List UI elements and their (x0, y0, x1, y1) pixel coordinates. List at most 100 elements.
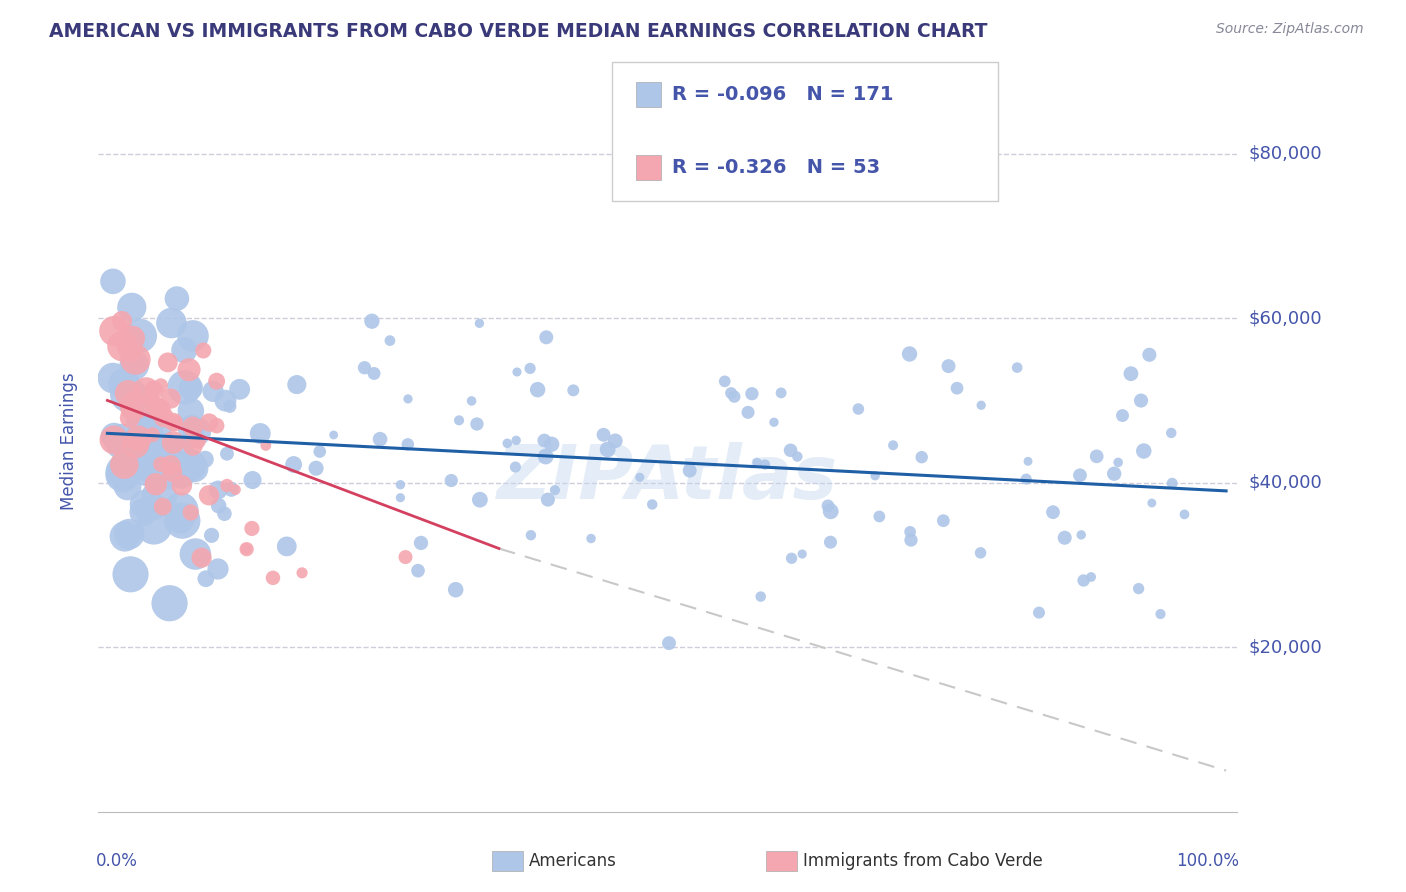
Point (103, 429, 125, 443)
Point (160, 465, 183, 479)
Point (149, 457, 172, 471)
Point (224, 483, 246, 497)
Point (153, 455, 176, 469)
Point (283, 458, 305, 472)
Point (468, 492, 491, 507)
Point (124, 358, 146, 372)
Point (184, 547, 207, 561)
Point (254, 438, 277, 452)
Point (658, 636, 681, 650)
Point (713, 375, 735, 389)
Point (723, 390, 745, 404)
Point (193, 343, 215, 358)
Point (173, 380, 195, 394)
Point (173, 343, 195, 358)
Point (406, 564, 429, 578)
Point (141, 434, 163, 448)
Point (128, 446, 150, 460)
Point (215, 447, 238, 461)
Point (898, 347, 921, 361)
Point (180, 421, 202, 435)
Point (1140, 496, 1163, 510)
Point (120, 567, 142, 582)
Point (249, 426, 271, 441)
Point (181, 329, 204, 343)
Point (120, 344, 142, 359)
Point (1005, 360, 1028, 375)
Point (118, 457, 141, 471)
Point (786, 450, 808, 464)
Point (938, 359, 960, 373)
Point (596, 442, 619, 457)
Text: 100.0%: 100.0% (1177, 853, 1240, 871)
Point (276, 540, 298, 554)
Point (868, 509, 890, 524)
Point (361, 314, 384, 328)
Point (181, 419, 204, 434)
Point (111, 467, 134, 482)
Point (235, 542, 257, 557)
Point (911, 450, 934, 465)
Point (117, 479, 139, 493)
Point (242, 473, 264, 487)
Point (124, 399, 146, 413)
Point (155, 453, 177, 467)
Point (148, 490, 170, 504)
Point (112, 465, 135, 479)
Point (1119, 367, 1142, 381)
Point (194, 452, 217, 467)
Point (170, 503, 193, 517)
Point (135, 384, 157, 398)
Point (114, 529, 136, 543)
Point (169, 442, 191, 457)
Point (946, 381, 969, 395)
Point (737, 405, 759, 419)
Point (628, 470, 651, 484)
Point (305, 461, 328, 475)
Point (792, 547, 814, 561)
Point (117, 387, 139, 401)
Point (544, 483, 567, 497)
Point (172, 514, 194, 528)
Point (308, 444, 330, 458)
Point (285, 377, 308, 392)
Point (190, 550, 212, 565)
Point (142, 427, 165, 442)
Point (291, 566, 314, 580)
Point (579, 532, 602, 546)
Point (112, 376, 135, 391)
Point (537, 492, 560, 507)
Point (159, 392, 181, 406)
Point (169, 513, 191, 527)
Point (183, 461, 205, 475)
Point (1107, 455, 1129, 469)
Point (389, 491, 412, 505)
Point (519, 361, 541, 376)
Point (1173, 508, 1195, 522)
Text: Source: ZipAtlas.com: Source: ZipAtlas.com (1216, 22, 1364, 37)
Point (1073, 574, 1095, 588)
Point (1070, 528, 1092, 542)
Point (1128, 582, 1150, 596)
Point (641, 498, 664, 512)
Point (1042, 505, 1064, 519)
Point (125, 439, 148, 453)
Point (1015, 472, 1038, 486)
Point (145, 401, 167, 415)
Point (152, 500, 174, 514)
Point (177, 362, 200, 376)
Point (156, 355, 179, 369)
Point (1017, 454, 1039, 468)
Point (101, 274, 124, 288)
Point (353, 360, 375, 375)
Point (159, 596, 181, 610)
Point (198, 488, 221, 502)
Text: $80,000: $80,000 (1249, 145, 1322, 162)
Point (112, 458, 135, 472)
Point (720, 386, 742, 401)
Point (863, 468, 886, 483)
Point (121, 401, 143, 416)
Point (138, 442, 160, 457)
Point (205, 418, 228, 433)
Y-axis label: Median Earnings: Median Earnings (59, 373, 77, 510)
